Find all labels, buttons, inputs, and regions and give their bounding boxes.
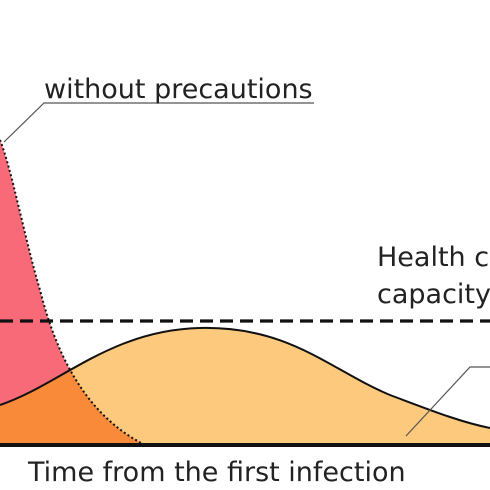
peak-leader-line [3, 102, 314, 143]
x-axis-label: Time from the first infection [27, 457, 406, 488]
peak-curve-area [0, 140, 145, 445]
flattened-curve-area [0, 327, 490, 445]
health-capacity-label-line2: capacity [377, 279, 490, 310]
flat-leader-line [405, 366, 490, 437]
health-capacity-label-line1: Health ca [377, 242, 490, 273]
without-precautions-label: without precautions [44, 74, 313, 105]
